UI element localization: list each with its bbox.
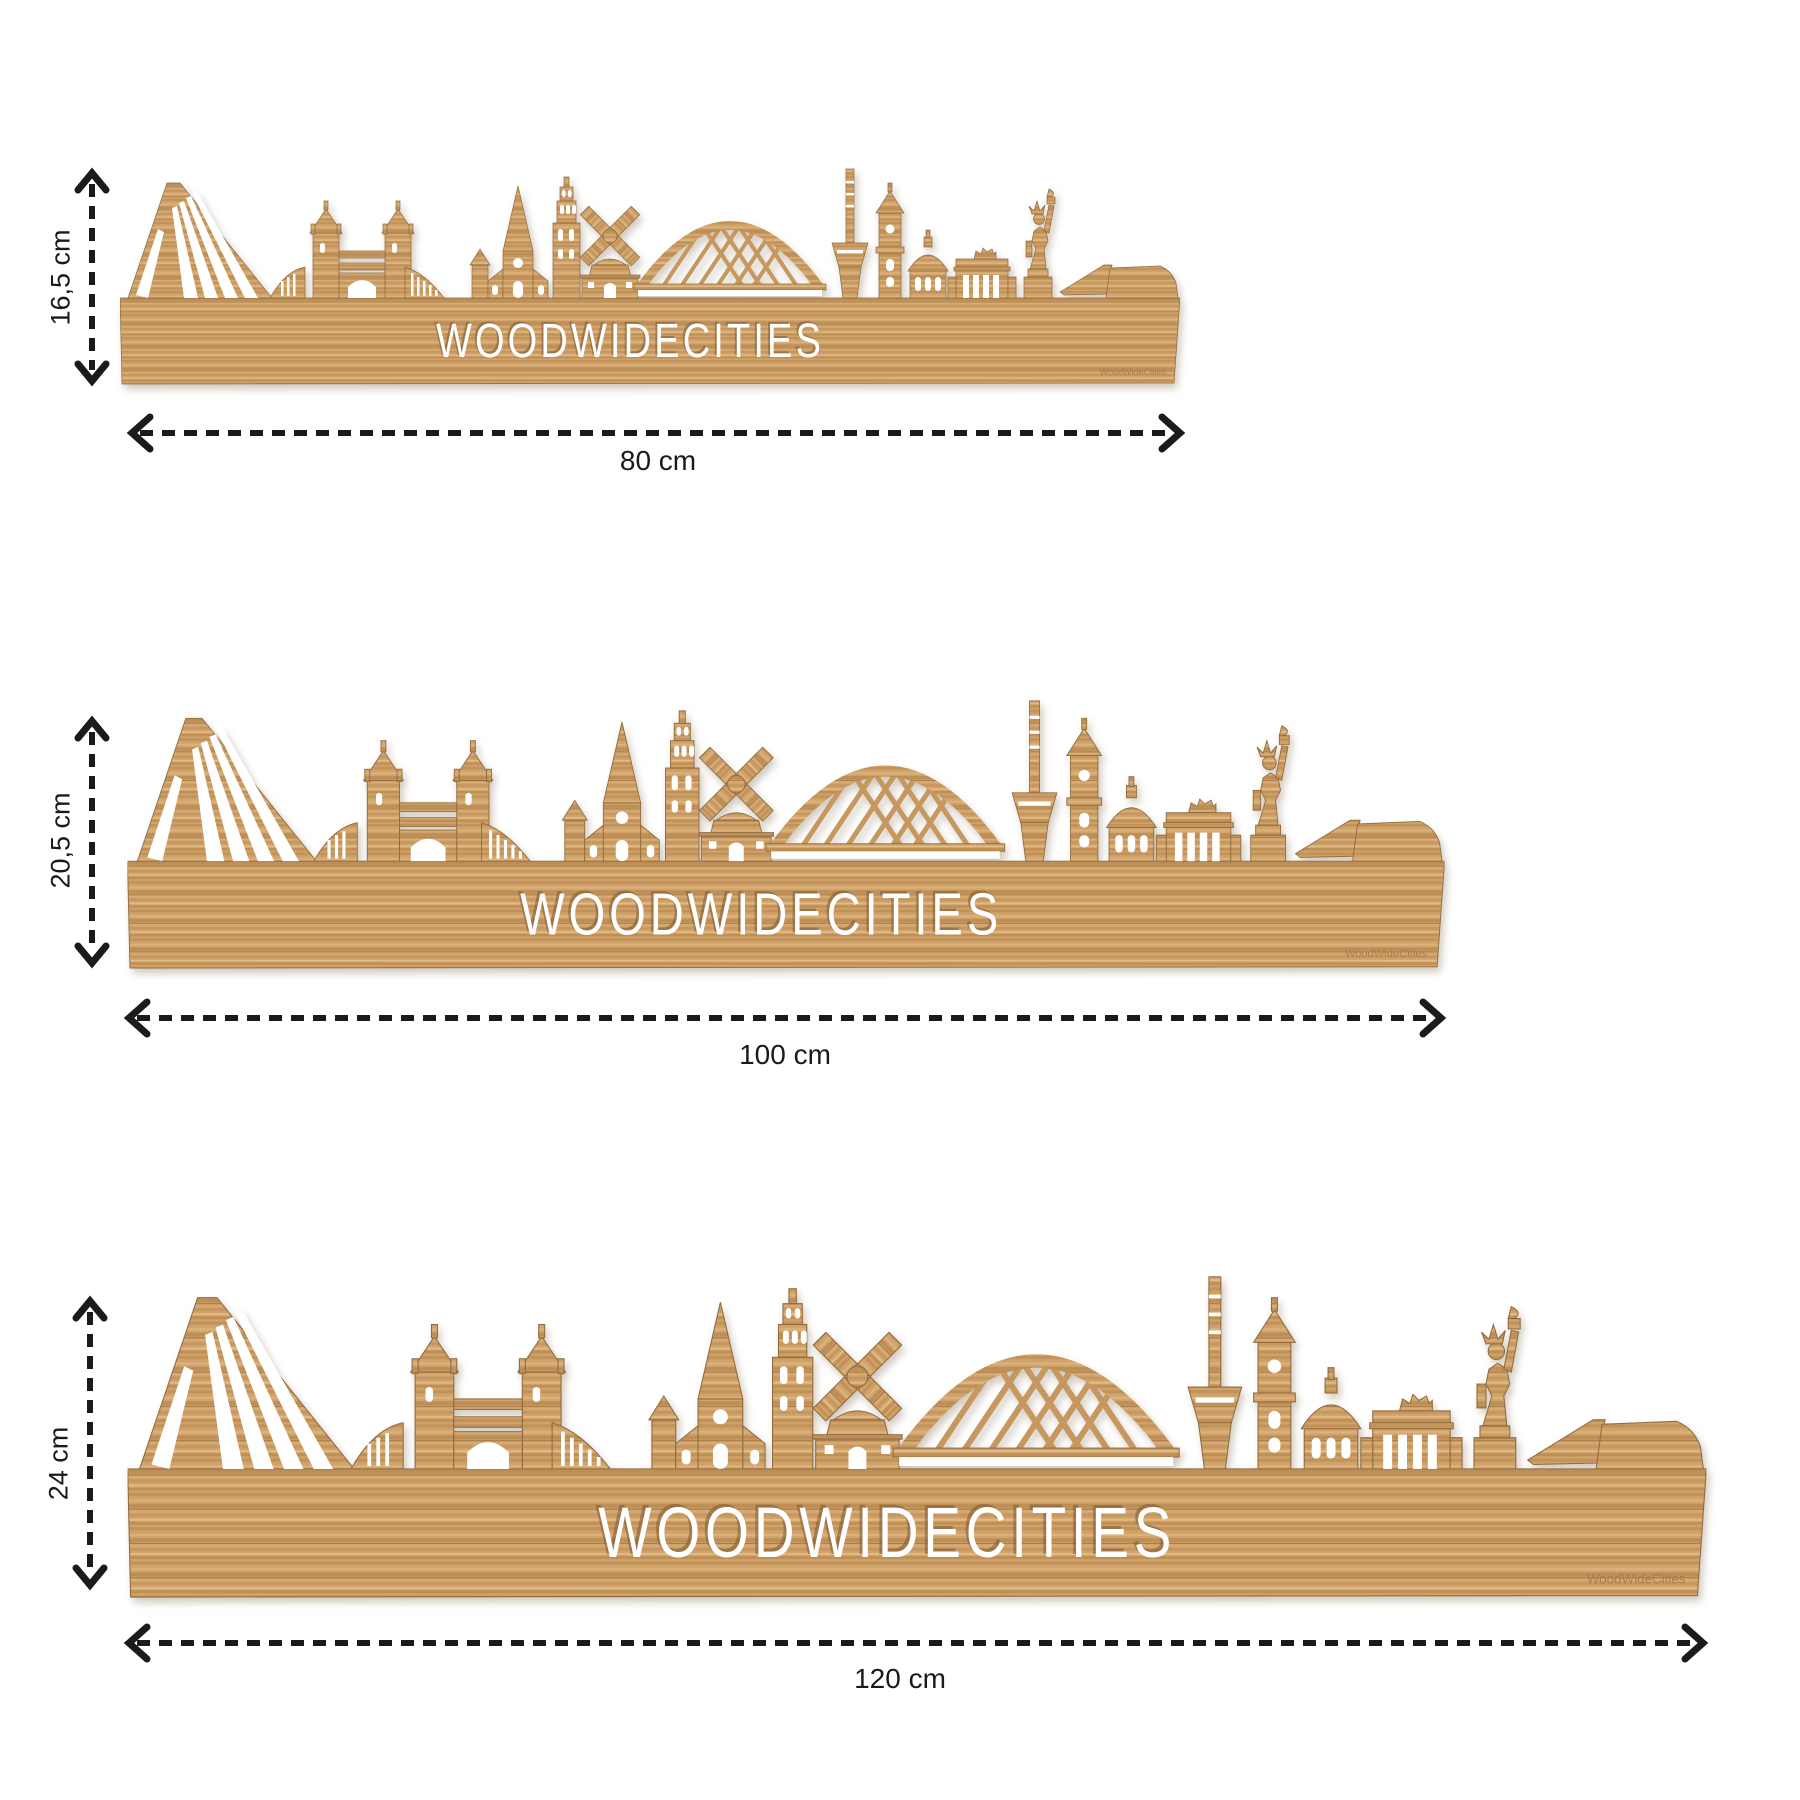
height-arrow <box>74 167 110 387</box>
height-label: 16,5 cm <box>45 229 76 326</box>
width-arrow <box>126 413 1186 453</box>
skyline-product-80cm <box>120 153 1180 388</box>
skyline-product-100cm <box>127 681 1445 973</box>
width-arrow <box>123 998 1447 1038</box>
skyline-product-120cm <box>127 1253 1707 1603</box>
width-label: 80 cm <box>619 445 697 476</box>
width-label: 100 cm <box>739 1039 831 1070</box>
height-label: 24 cm <box>43 1426 74 1501</box>
width-label: 120 cm <box>854 1663 946 1694</box>
height-arrow <box>74 715 110 969</box>
width-arrow <box>123 1623 1709 1663</box>
height-label: 20,5 cm <box>45 792 76 889</box>
height-arrow <box>72 1295 108 1591</box>
